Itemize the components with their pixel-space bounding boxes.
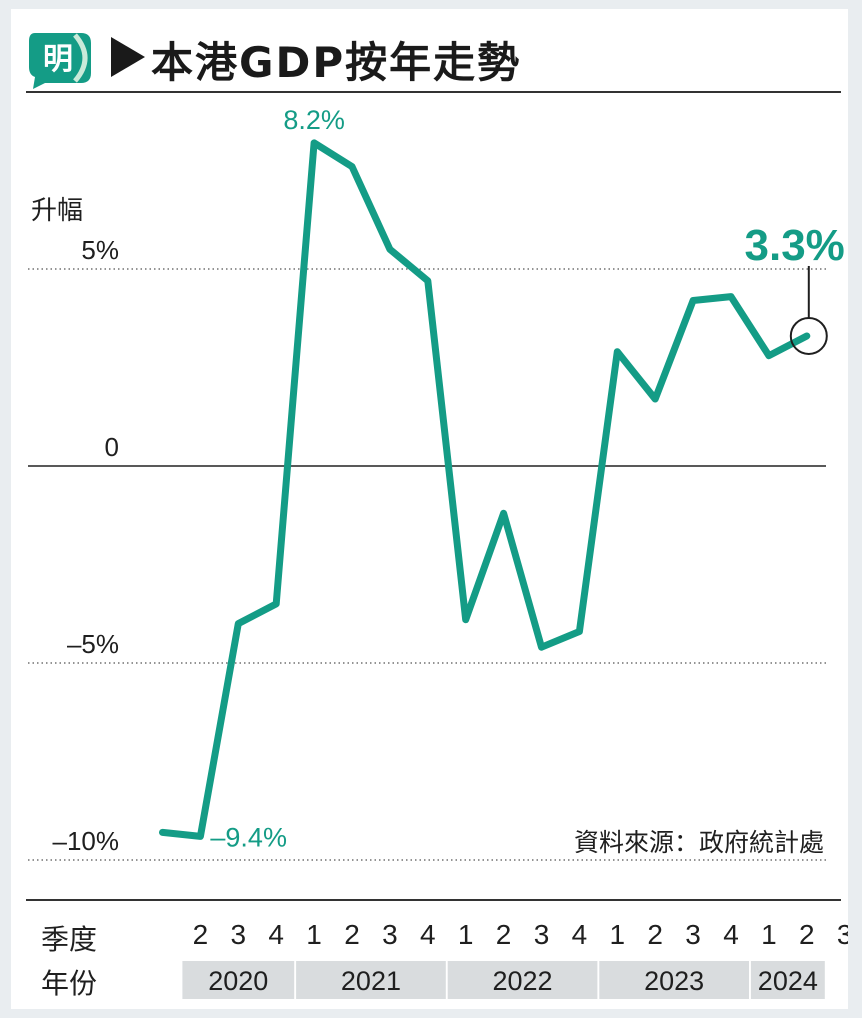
data-point [503, 512, 505, 514]
chart-card: 明 本港GDP按年走勢 5% 0 –5% –10% 升幅 8.2% –9.4% 3.3% … [11, 9, 848, 1009]
quarter-tick-label: 4 [420, 919, 436, 950]
year-band [296, 961, 446, 999]
quarter-tick-label: 1 [306, 919, 322, 950]
data-point [692, 300, 694, 302]
quarter-tick-label: 1 [761, 919, 777, 950]
quarter-tick-label: 2 [647, 919, 663, 950]
data-point [275, 603, 277, 605]
data-point [389, 248, 391, 250]
data-point [616, 351, 618, 353]
chart-title: 本港GDP按年走勢 [151, 38, 522, 87]
data-point [351, 166, 353, 168]
quarter-tick-label: 3 [837, 919, 848, 950]
year-label: 2022 [493, 966, 553, 996]
data-point [313, 142, 315, 144]
quarter-tick-label: 3 [231, 919, 247, 950]
y-tick-label: 0 [105, 432, 119, 462]
year-band [447, 961, 598, 999]
year-band [599, 961, 749, 999]
mingpao-logo-icon: 明 [29, 33, 91, 89]
quarter-tick-label: 3 [534, 919, 550, 950]
annotations: 8.2% –9.4% 3.3% [210, 105, 844, 852]
year-bands: 2020 2021 2022 2023 2024 [182, 961, 825, 999]
data-point [806, 335, 808, 337]
title-divider [26, 91, 841, 93]
quarter-tick-label: 3 [685, 919, 701, 950]
gridlines [28, 268, 826, 861]
y-axis-title: 升幅 [31, 195, 83, 225]
y-tick-label: –10% [53, 826, 120, 856]
latest-value-label: 3.3% [745, 221, 845, 270]
year-label: 2023 [644, 966, 704, 996]
data-point [654, 398, 656, 400]
peak-value-label: 8.2% [283, 105, 345, 135]
quarter-tick-label: 2 [344, 919, 360, 950]
data-point [237, 623, 239, 625]
data-points [162, 142, 808, 837]
quarter-tick-labels: 234123412341234123412 [193, 919, 848, 950]
data-point [578, 630, 580, 632]
data-point [162, 831, 163, 833]
data-point [199, 835, 201, 837]
year-band [182, 961, 295, 999]
data-point [541, 646, 542, 648]
source-note: 資料來源：政府統計處 [574, 829, 824, 857]
title-chevron-icon [111, 37, 145, 77]
gdp-series-line [159, 139, 811, 840]
quarter-tick-label: 4 [723, 919, 739, 950]
year-label: 2024 [758, 966, 818, 996]
year-band [750, 961, 825, 999]
quarter-tick-label: 4 [572, 919, 588, 950]
quarter-tick-label: 1 [610, 919, 626, 950]
data-point [465, 619, 467, 621]
y-tick-labels: 5% 0 –5% –10% [53, 235, 120, 856]
data-point [768, 355, 770, 357]
data-point [730, 296, 732, 298]
year-label: 2020 [208, 966, 268, 996]
quarter-tick-label: 2 [496, 919, 512, 950]
quarter-tick-label: 2 [799, 919, 815, 950]
trough-value-label: –9.4% [210, 822, 287, 852]
quarter-row-label: 季度 [41, 924, 97, 955]
year-label: 2021 [341, 966, 401, 996]
gdp-line-chart: 5% 0 –5% –10% 升幅 8.2% –9.4% 3.3% 資料來源：政府統計處 季… [26, 105, 848, 999]
data-point [427, 280, 429, 282]
logo-text: 明 [43, 42, 73, 77]
quarter-tick-label: 4 [268, 919, 284, 950]
quarter-tick-label: 3 [382, 919, 398, 950]
quarter-tick-label: 1 [458, 919, 474, 950]
y-tick-label: –5% [67, 629, 119, 659]
year-row-label: 年份 [41, 968, 97, 999]
y-tick-label: 5% [81, 235, 119, 265]
quarter-tick-label: 2 [193, 919, 209, 950]
